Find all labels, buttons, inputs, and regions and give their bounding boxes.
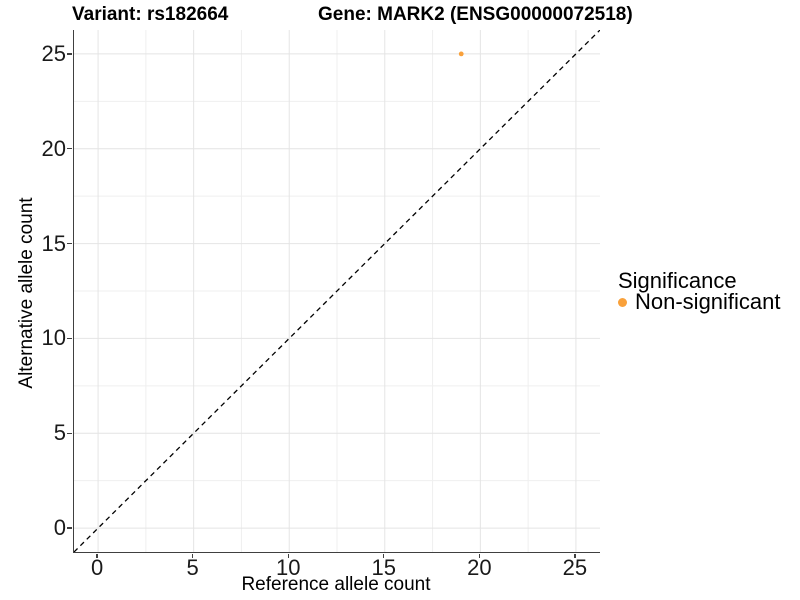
data-point [458,51,464,57]
y-axis-tick-mark [67,53,72,55]
legend-point-icon [618,297,627,307]
x-axis-tick-mark [96,553,98,558]
x-axis-tick-mark [478,553,480,558]
y-axis-tick-label: 15 [41,230,66,256]
x-axis-tick-mark [191,553,194,558]
plot-title-variant: Variant: rs182664 [72,4,229,25]
x-axis-tick-label: 25 [562,555,588,580]
panel-canvas [74,30,600,552]
legend: Significance Non-significant [618,268,781,315]
legend-entry-label: Non-significant [635,289,781,314]
identity-reference-line [74,30,600,552]
x-axis-tick-label: 20 [467,555,492,580]
y-axis-tick-mark [67,337,72,340]
y-axis-tick-label: 0 [53,515,66,541]
y-axis-tick-label: 10 [41,325,66,351]
x-axis-tick-mark [383,553,385,558]
y-axis-title: Alternative allele count [16,197,37,389]
plot-title-gene: Gene: MARK2 (ENSG00000072518) [318,4,633,25]
legend-title: Significance [618,268,737,293]
x-axis-tick-label: 15 [371,555,397,580]
x-axis-tick-label: 10 [275,555,301,580]
x-axis-tick-label: 0 [90,555,104,580]
y-axis-tick-mark [67,527,72,529]
legend-entry: Non-significant [618,289,781,315]
x-axis-tick-label: 5 [186,555,199,580]
x-axis-title: Reference allele count [241,574,431,595]
x-axis-tick-mark [287,553,289,558]
y-axis-tick-mark [67,432,72,434]
y-axis-tick-mark [67,242,72,245]
y-axis-tick-mark [67,148,72,150]
y-axis-tick-label: 20 [41,135,66,161]
y-axis-tick-label: 5 [53,420,66,446]
y-axis-tick-label: 25 [41,40,66,66]
plot-panel [73,30,600,553]
x-axis-tick-mark [574,553,576,558]
